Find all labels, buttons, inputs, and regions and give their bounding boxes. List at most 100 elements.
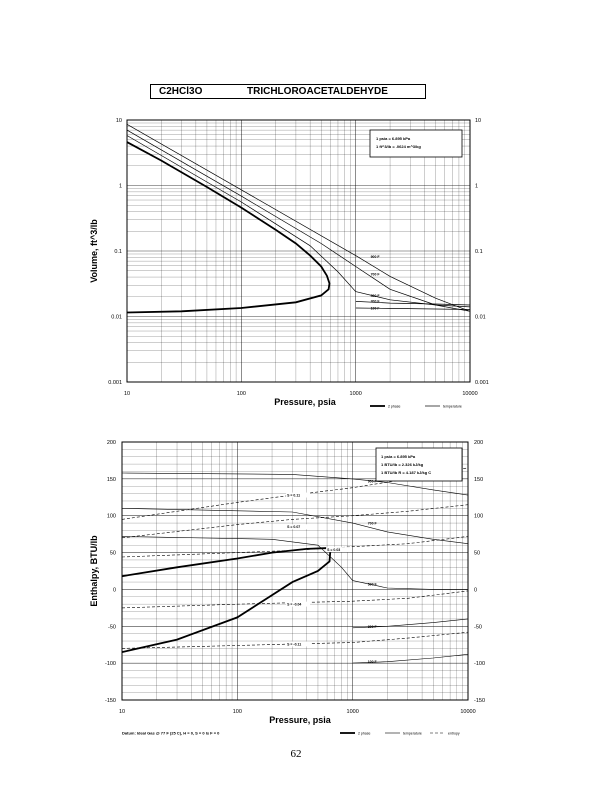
chart1-series-2-phase	[126, 141, 331, 314]
chart1-isotherm-label: 100 F	[371, 306, 381, 310]
chart2-ytick-label-right: 100	[474, 514, 483, 520]
chart2-series-s-0-11	[121, 631, 469, 649]
chart2-legend-temperature-label: temperature	[403, 732, 422, 736]
chart1-conversion-note-box	[369, 129, 463, 158]
chart1-ytick-label-right: 1	[475, 184, 478, 190]
chart2-plot-frame	[121, 441, 469, 701]
chart2-y-axis-label: Enthalpy, BTU/lb	[89, 535, 99, 607]
chart2-ytick-label-left: 150	[107, 477, 116, 483]
chart1-ytick-label-right: 0.001	[475, 380, 489, 386]
chart2-entropy-label-bg	[286, 524, 311, 530]
chart1-series-500-f	[126, 135, 471, 308]
chart1-legend-temperature-label: temperature	[443, 405, 462, 409]
chart2-isotherm-label: 700 F	[368, 522, 378, 526]
chart1-xtick-label: 1000	[350, 391, 362, 397]
compound-title-box: C2HCl3O TRICHLOROACETALDEHYDE	[150, 84, 426, 99]
chart2-ytick-label-left: -100	[105, 661, 116, 667]
chart2-ytick-label-left: -50	[108, 624, 116, 630]
chart2-datum-note: Datum: Ideal Gas @ 77 F (25 C), H = 0, S…	[122, 731, 220, 736]
chart2-legend: 2 phase temperature entropy	[340, 732, 460, 736]
chart2-ytick-label-left: 50	[110, 551, 116, 557]
chart2-ytick-label-right: -50	[474, 624, 482, 630]
chart1-series-300-f	[355, 301, 471, 306]
page-number: 62	[290, 748, 302, 760]
chart1-yticks: 10 10 1 1 0.1 0.1 0.01 0.01 0.001 0.001	[108, 118, 489, 386]
chart2-ytick-label-right: -150	[474, 698, 485, 704]
compound-formula: C2HCl3O	[159, 86, 203, 97]
chart2-entropy-label-bg	[286, 492, 311, 498]
chart1-ytick-label-left: 0.01	[111, 315, 122, 321]
chart2-isotherm-label: 100 F	[368, 660, 378, 664]
enthalpy-chart: 900 F 700 F 500 F 300 F 100 F S = 0.11 S = 0.0…	[89, 440, 485, 736]
chart1-legend: 2 phase temperature	[370, 405, 462, 409]
chart2-conversion-note-line: 1 BTU/lb = 2.326 kJ/kg	[381, 462, 424, 467]
chart1-xticks: 10 100 1000 10000	[124, 391, 478, 397]
chart2-ytick-label-right: 0	[474, 587, 477, 593]
chart2-isotherm-label: 500 F	[368, 583, 378, 587]
chart2-entropy-label: S = -0.11	[287, 642, 301, 646]
compound-name: TRICHLOROACETALDEHYDE	[247, 86, 388, 97]
chart2-xtick-label: 1000	[347, 709, 359, 715]
chart1-isotherm-label: 900 F	[371, 255, 381, 259]
chart2-series-500-f	[121, 536, 468, 590]
chart1-xtick-label: 100	[237, 391, 246, 397]
chart2-ytick-label-left: 100	[107, 514, 116, 520]
chart2-legend-2phase-label: 2 phase	[358, 732, 371, 736]
chart2-ytick-label-left: -150	[105, 698, 116, 704]
chart1-isotherm-label: 700 F	[371, 273, 381, 277]
chart2-series-s-0-11	[121, 467, 469, 520]
chart2-series-900-f	[121, 472, 469, 496]
chart1-ytick-label-left: 1	[119, 184, 122, 190]
chart1-note-box: 1 psia = 6.895 kPa 1 ft^3/lb = .0624 m^3/…	[369, 129, 463, 158]
chart2-xtick-label: 10000	[460, 709, 475, 715]
chart2-ytick-label-left: 0	[113, 587, 116, 593]
chart1-ytick-label-left: 10	[116, 118, 122, 124]
chart2-series-300-f	[352, 618, 469, 629]
chart2-ytick-label-right: 150	[474, 477, 483, 483]
chart2-entropy-label: S = 0.11	[287, 494, 300, 498]
chart2-isotherm-labels: 900 F 700 F 500 F 300 F 100 F S = 0.11 S = 0.0…	[286, 480, 378, 664]
chart1-isotherm-label: 500 F	[371, 294, 381, 298]
chart1-legend-2phase-label: 2 phase	[388, 405, 401, 409]
chart1-conversion-note-line: 1 ft^3/lb = .0624 m^3/kg	[376, 144, 421, 149]
chart2-entropy-label: S = 0.03	[327, 548, 340, 552]
chart2-entropy-label-bg	[286, 601, 311, 607]
chart2-legend-entropy-label: entropy	[448, 732, 460, 736]
chart2-series-s-0-04	[121, 590, 469, 609]
chart2-isotherm-label: 900 F	[368, 480, 378, 484]
chart2-ytick-label-right: 50	[474, 551, 480, 557]
chart2-conversion-note-box	[375, 447, 463, 482]
chart1-isotherm-label: 300 F	[371, 299, 381, 303]
chart1-conversion-note-line: 1 psia = 6.895 kPa	[376, 136, 411, 141]
chart2-ytick-label-right: -100	[474, 661, 485, 667]
chart2-entropy-label-bg	[326, 547, 351, 553]
chart1-ytick-label-right: 10	[475, 118, 481, 124]
chart2-note-box: 1 psia = 6.895 kPa 1 BTU/lb = 2.326 kJ/kg…	[375, 447, 463, 482]
chart1-xtick-label: 10	[124, 391, 130, 397]
chart1-y-axis-label: Volume, ft^3/lb	[89, 219, 99, 283]
chart2-yticks: 200 200 150 150 100 100 50 50 0 0 -50 -50 -100 -100 -1…	[105, 440, 485, 704]
chart2-series-100-f	[352, 654, 469, 664]
chart1-ytick-label-left: 0.001	[108, 380, 122, 386]
chart2-conversion-note-line: 1 BTU/lb R = 4.187 kJ/kg C	[381, 470, 431, 475]
chart2-xtick-label: 100	[233, 709, 242, 715]
chart1-ytick-label-left: 0.1	[114, 249, 122, 255]
chart1-x-axis-label: Pressure, psia	[274, 397, 337, 407]
chart2-xtick-label: 10	[119, 709, 125, 715]
chart1-ytick-label-right: 0.01	[475, 315, 486, 321]
chart1-series	[126, 123, 471, 314]
chart2-ytick-label-right: 200	[474, 440, 483, 446]
chart2-series-s-0-03	[121, 536, 469, 558]
chart2-entropy-label-bg	[286, 641, 311, 647]
chart1-series-900-f	[126, 123, 471, 312]
chart2-entropy-label: S = -0.04	[287, 603, 301, 607]
chart1-series-100-f	[355, 307, 471, 310]
chart2-series-s-0-07	[121, 504, 469, 539]
chart2-conversion-note-line: 1 psia = 6.895 kPa	[381, 454, 416, 459]
chart1-xtick-label: 10000	[462, 391, 477, 397]
chart2-ytick-label-left: 200	[107, 440, 116, 446]
chart2-entropy-label: S = 0.07	[287, 525, 300, 529]
chart2-xticks: 10 100 1000 10000	[119, 709, 476, 715]
